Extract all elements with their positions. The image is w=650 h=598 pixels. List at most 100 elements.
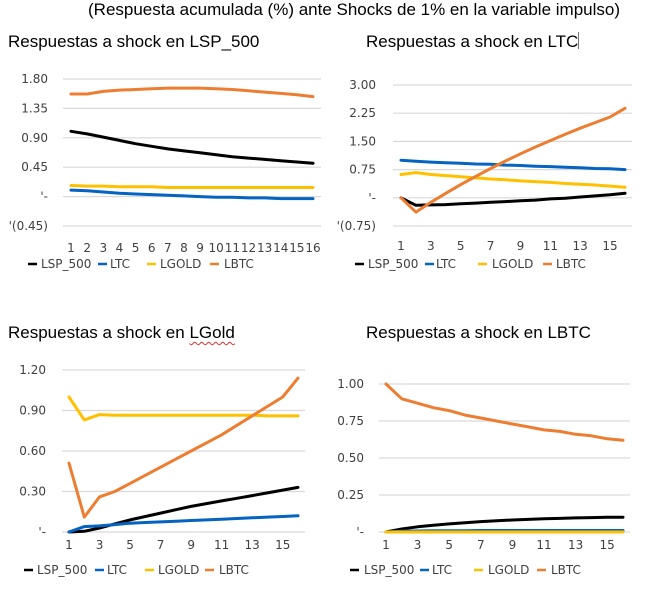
chart-title-lgold-spellcheck: LGold bbox=[189, 323, 235, 342]
series-line-lbtc bbox=[67, 376, 300, 519]
legend-label-lbtc: LBTC bbox=[551, 563, 581, 577]
y-tick-label: 1.50 bbox=[349, 134, 376, 148]
text-cursor bbox=[578, 32, 580, 49]
y-tick-label: 0.45 bbox=[21, 160, 48, 174]
legend-label-lsp_500: LSP_500 bbox=[368, 257, 418, 271]
y-tick-label: 1.35 bbox=[21, 101, 48, 115]
legend-label-lgold: LGOLD bbox=[488, 563, 529, 577]
y-tick-label: 0.25 bbox=[337, 488, 364, 502]
chart-title-lgold-prefix: Respuestas a shock en bbox=[8, 323, 190, 342]
legend-label-lsp_500: LSP_500 bbox=[37, 563, 87, 577]
x-tick-label: 16 bbox=[305, 241, 320, 255]
legend-label-lgold: LGOLD bbox=[160, 257, 201, 271]
chart-0-group: '(0.45)'-0.450.901.351.801 2 3 4 5 6 7 8 9 10 11 12… bbox=[9, 72, 321, 271]
x-tick-label: 3 bbox=[427, 239, 435, 253]
y-tick-label: '- bbox=[356, 525, 364, 539]
series-line-ltc bbox=[67, 514, 300, 534]
y-tick-label: '- bbox=[40, 190, 48, 204]
y-tick-label: '(0.75) bbox=[337, 219, 376, 233]
x-tick-label: 7 bbox=[164, 241, 172, 255]
chart-1-group: '(0.75)'-0.751.502.253.001 3 5 7 9 11 13 15LSP_… bbox=[337, 78, 632, 271]
chart-title-lsp500: Respuestas a shock en LSP_500 bbox=[8, 32, 260, 51]
series-line-lgold bbox=[399, 171, 627, 189]
x-tick-label: 5 bbox=[457, 239, 465, 253]
x-tick-label: 15 bbox=[289, 241, 304, 255]
x-tick-label: 7 bbox=[477, 538, 485, 552]
series-line-lgold bbox=[69, 184, 315, 189]
x-tick-label: 6 bbox=[148, 241, 156, 255]
x-tick-label: 1 bbox=[397, 239, 405, 253]
chart-title-ltc-wrap: Respuestas a shock en LTC bbox=[366, 32, 580, 52]
x-tick-label: 10 bbox=[209, 241, 224, 255]
y-tick-label: 0.60 bbox=[19, 444, 46, 458]
legend-label-lgold: LGOLD bbox=[492, 257, 533, 271]
x-tick-label: 3 bbox=[99, 241, 107, 255]
legend-label-lbtc: LBTC bbox=[224, 257, 254, 271]
y-tick-label: 2.25 bbox=[349, 106, 376, 120]
series-line-lsp_500 bbox=[399, 191, 627, 207]
x-tick-label: 13 bbox=[257, 241, 272, 255]
y-tick-label: 3.00 bbox=[349, 78, 376, 92]
x-tick-label: 13 bbox=[568, 538, 583, 552]
series-line-lsp_500 bbox=[384, 515, 625, 534]
legend-label-lbtc: LBTC bbox=[556, 257, 586, 271]
x-tick-label: 1 bbox=[65, 538, 73, 552]
series-line-ltc bbox=[399, 158, 627, 172]
x-tick-label: 11 bbox=[214, 538, 229, 552]
series-line-lbtc bbox=[399, 106, 627, 214]
x-tick-label: 7 bbox=[487, 239, 495, 253]
y-tick-label: 1.80 bbox=[21, 72, 48, 86]
x-tick-label: 4 bbox=[116, 241, 124, 255]
legend-label-ltc: LTC bbox=[432, 563, 452, 577]
legend-label-lbtc: LBTC bbox=[219, 563, 249, 577]
x-tick-label: 9 bbox=[517, 239, 525, 253]
x-tick-label: 14 bbox=[273, 241, 288, 255]
x-tick-label: 7 bbox=[157, 538, 165, 552]
x-tick-label: 15 bbox=[602, 239, 617, 253]
x-tick-label: 13 bbox=[573, 239, 588, 253]
series-line-lsp_500 bbox=[69, 129, 315, 165]
y-tick-label: 0.50 bbox=[337, 451, 364, 465]
x-tick-label: 13 bbox=[245, 538, 260, 552]
y-tick-label: 0.30 bbox=[19, 485, 46, 499]
x-tick-label: 5 bbox=[445, 538, 453, 552]
x-tick-label: 9 bbox=[187, 538, 195, 552]
x-tick-label: 5 bbox=[126, 538, 134, 552]
y-tick-label: '(0.45) bbox=[9, 219, 48, 233]
legend-label-lgold: LGOLD bbox=[158, 563, 199, 577]
y-tick-label: 1.00 bbox=[337, 377, 364, 391]
y-tick-label: '- bbox=[38, 525, 46, 539]
x-tick-label: 11 bbox=[543, 239, 558, 253]
x-tick-label: 1 bbox=[67, 241, 75, 255]
chart-title-ltc: Respuestas a shock en LTC bbox=[366, 32, 579, 51]
x-tick-label: 2 bbox=[83, 241, 91, 255]
series-line-lgold bbox=[67, 395, 300, 422]
x-tick-label: 9 bbox=[196, 241, 204, 255]
x-tick-label: 11 bbox=[225, 241, 240, 255]
chart-title-lgold-wrap: Respuestas a shock en LGold bbox=[8, 323, 235, 343]
x-tick-label: 3 bbox=[96, 538, 104, 552]
y-tick-label: 0.75 bbox=[337, 414, 364, 428]
legend-label-lsp_500: LSP_500 bbox=[41, 257, 91, 271]
legend-label-ltc: LTC bbox=[110, 257, 130, 271]
x-tick-label: 12 bbox=[241, 241, 256, 255]
x-tick-label: 5 bbox=[132, 241, 140, 255]
x-tick-label: 8 bbox=[180, 241, 188, 255]
y-tick-label: '- bbox=[368, 191, 376, 205]
legend-label-ltc: LTC bbox=[107, 563, 127, 577]
x-tick-label: 1 bbox=[382, 538, 390, 552]
series-line-lbtc bbox=[384, 382, 625, 442]
y-tick-label: 1.20 bbox=[19, 363, 46, 377]
x-tick-label: 3 bbox=[414, 538, 422, 552]
figure-heading: (Respuesta acumulada (%) ante Shocks de … bbox=[88, 0, 620, 19]
y-tick-label: 0.90 bbox=[21, 131, 48, 145]
x-tick-label: 11 bbox=[536, 538, 551, 552]
y-tick-label: 0.75 bbox=[349, 163, 376, 177]
chart-title-lbtc: Respuestas a shock en LBTC bbox=[366, 323, 591, 342]
series-line-lbtc bbox=[69, 86, 315, 99]
x-tick-label: 15 bbox=[275, 538, 290, 552]
legend-label-ltc: LTC bbox=[436, 257, 456, 271]
